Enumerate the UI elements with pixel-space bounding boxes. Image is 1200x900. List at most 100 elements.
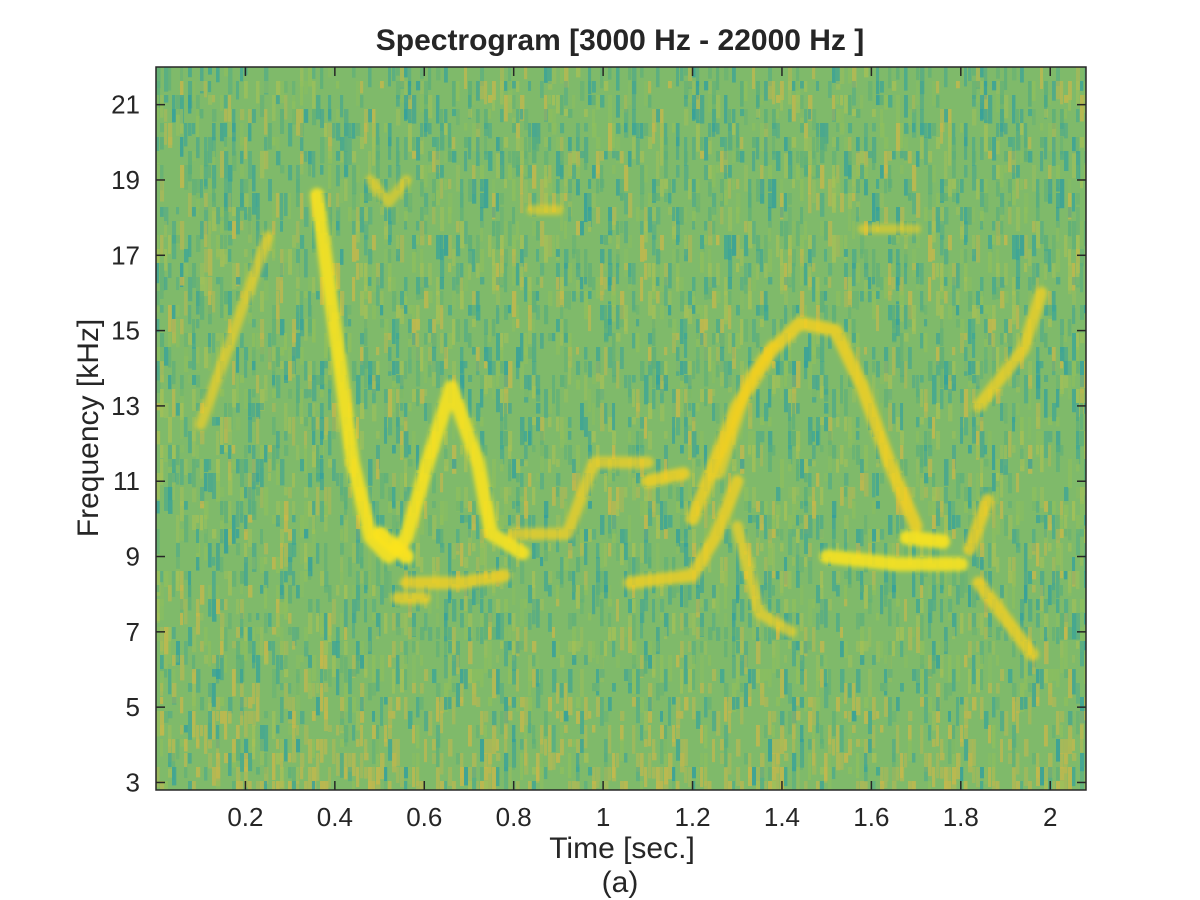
noise-streak [964,571,968,593]
noise-streak [808,151,813,174]
noise-streak [624,263,629,271]
noise-streak [156,767,160,788]
noise-streak [172,95,176,123]
noise-streak [936,193,940,217]
noise-streak [160,683,164,696]
noise-streak [696,193,701,213]
noise-streak [556,641,560,659]
noise-streak [860,655,865,665]
noise-streak [628,193,633,218]
noise-streak [228,711,232,724]
noise-streak [468,529,472,544]
noise-streak [848,123,853,134]
noise-streak [284,445,289,456]
noise-streak [588,291,592,299]
noise-streak [776,375,781,389]
noise-streak [264,655,268,666]
noise-streak [648,501,653,526]
noise-streak [544,501,549,518]
noise-streak [392,711,396,719]
noise-streak [524,67,528,80]
noise-streak [868,739,872,753]
noise-streak [436,739,440,768]
noise-streak [972,767,976,783]
noise-streak [532,445,536,453]
noise-streak [180,613,184,626]
noise-streak [632,263,636,285]
noise-streak [560,375,565,388]
noise-streak [340,179,344,204]
noise-streak [776,641,780,671]
noise-streak [208,207,213,235]
noise-streak [636,767,640,782]
noise-streak [432,207,436,225]
noise-streak [428,319,433,343]
noise-streak [872,781,876,790]
noise-streak [816,81,820,91]
noise-streak [984,711,989,729]
noise-streak [1000,501,1004,519]
noise-streak [244,137,248,160]
noise-streak [640,613,644,639]
noise-streak [896,95,900,123]
noise-streak [604,277,608,290]
noise-streak [780,571,784,593]
noise-streak [576,347,580,355]
noise-streak [244,361,248,378]
noise-streak [860,249,864,259]
noise-streak [912,165,917,192]
noise-streak [860,529,864,547]
noise-streak [508,459,512,482]
noise-streak [264,375,268,390]
noise-streak [384,557,388,572]
noise-streak [244,739,249,759]
noise-streak [340,571,344,585]
noise-streak [672,403,677,428]
noise-streak [912,571,916,598]
noise-streak [464,263,469,292]
noise-streak [532,375,536,399]
noise-streak [204,655,208,664]
noise-streak [864,767,868,782]
noise-streak [476,109,480,129]
noise-streak [972,375,977,384]
noise-streak [320,683,324,712]
noise-streak [304,571,308,582]
noise-streak [428,515,433,536]
noise-streak [280,543,284,569]
noise-streak [1016,361,1020,388]
noise-streak [376,557,381,587]
noise-streak [864,263,869,280]
noise-streak [676,501,681,513]
noise-streak [996,95,1001,113]
noise-streak [340,697,345,719]
noise-streak [216,711,220,722]
noise-streak [996,137,1000,155]
noise-streak [224,403,228,429]
noise-streak [536,599,540,628]
noise-streak [336,753,340,776]
noise-streak [932,123,937,136]
noise-streak [516,137,520,157]
noise-streak [252,683,256,705]
noise-streak [652,207,657,225]
noise-streak [800,529,804,540]
noise-streak [836,389,840,414]
noise-streak [624,753,628,763]
noise-streak [556,711,560,719]
noise-streak [612,207,617,225]
noise-streak [568,151,573,177]
noise-streak [780,221,784,237]
noise-streak [660,585,664,597]
noise-streak [248,613,252,622]
noise-streak [632,725,636,754]
noise-streak [532,641,537,653]
noise-streak [216,417,220,426]
noise-streak [948,613,952,621]
noise-streak [752,137,756,148]
noise-streak [576,277,580,292]
noise-streak [332,655,336,678]
noise-streak [732,67,736,83]
noise-streak [752,557,757,569]
noise-streak [640,781,644,790]
